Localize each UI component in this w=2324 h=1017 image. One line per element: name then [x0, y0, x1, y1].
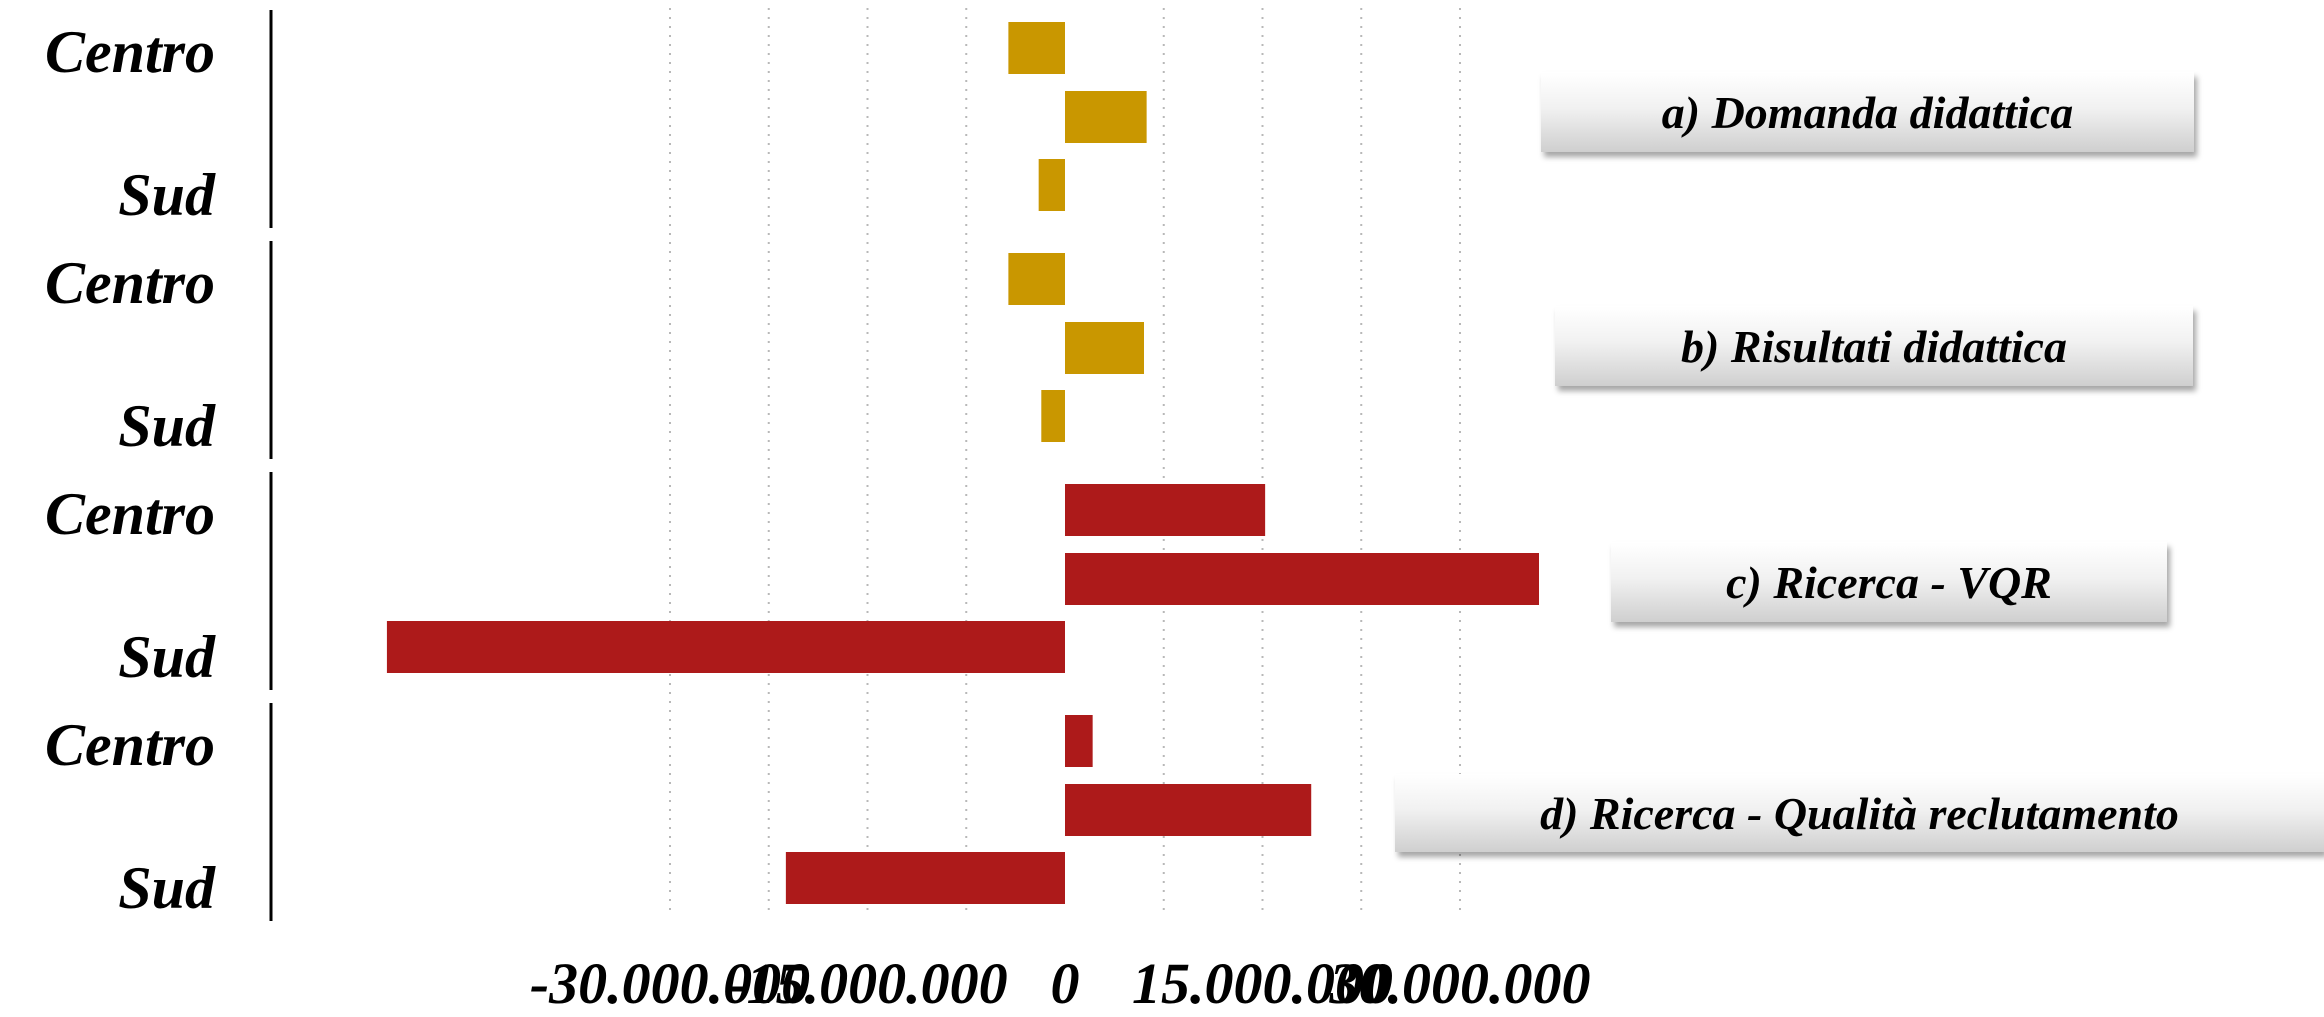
- bar: [1065, 484, 1266, 536]
- category-label: Centro: [45, 250, 215, 316]
- panel-titles: a) Domanda didattica b) Risultati didatti…: [1395, 72, 2324, 852]
- category-label: Sud: [118, 162, 216, 228]
- bar: [1008, 253, 1065, 305]
- x-tick-label: -30.000.000: [530, 951, 810, 1016]
- x-axis-tick-labels: -30.000.000-15.000.000 0 15.000.00030.000.…: [530, 951, 1591, 1016]
- bar: [1008, 22, 1065, 74]
- category-labels: Centro Sud Centro Sud Centro Sud Centro Sud: [45, 19, 216, 921]
- gridlines: [669, 8, 1461, 916]
- x-tick-label: 15.000.000: [1132, 951, 1393, 1016]
- bar: [1065, 553, 1539, 605]
- bar: [1038, 159, 1065, 211]
- category-label: Sud: [118, 393, 216, 459]
- bar: [1065, 91, 1147, 143]
- bar: [1065, 715, 1093, 767]
- panel-title-background: [1541, 72, 2194, 152]
- category-label: Centro: [45, 712, 215, 778]
- panel-title-box: d) Ricerca - Qualità reclutamento: [1395, 774, 2324, 852]
- panel-title-background: [1395, 774, 2324, 852]
- category-label: Centro: [45, 19, 215, 85]
- x-tick-label: -15.000.000: [727, 951, 1007, 1016]
- x-tick-label: 0: [1051, 951, 1080, 1016]
- category-label: Sud: [118, 624, 216, 690]
- panel-title-box: a) Domanda didattica: [1541, 72, 2194, 152]
- panel-title-box: c) Ricerca - VQR: [1611, 542, 2167, 622]
- bar: [1065, 784, 1312, 836]
- panel-title-box: b) Risultati didattica: [1555, 306, 2193, 386]
- x-tick-label: 30.000.000: [1329, 951, 1591, 1016]
- panel-title: d) Ricerca - Qualità reclutamento: [1540, 788, 2179, 839]
- bar: [386, 621, 1066, 673]
- panel-title: c) Ricerca - VQR: [1726, 557, 2052, 608]
- panel-title: a) Domanda didattica: [1662, 87, 2073, 138]
- panel-title-background: [1555, 306, 2193, 386]
- bar: [1065, 322, 1144, 374]
- panel-title-background: [1611, 542, 2167, 622]
- category-label: Centro: [45, 481, 215, 547]
- bar: [785, 852, 1065, 904]
- category-label: Sud: [118, 855, 216, 921]
- bar: [1041, 390, 1065, 442]
- bars: [386, 22, 1539, 904]
- panel-title: b) Risultati didattica: [1681, 321, 2067, 372]
